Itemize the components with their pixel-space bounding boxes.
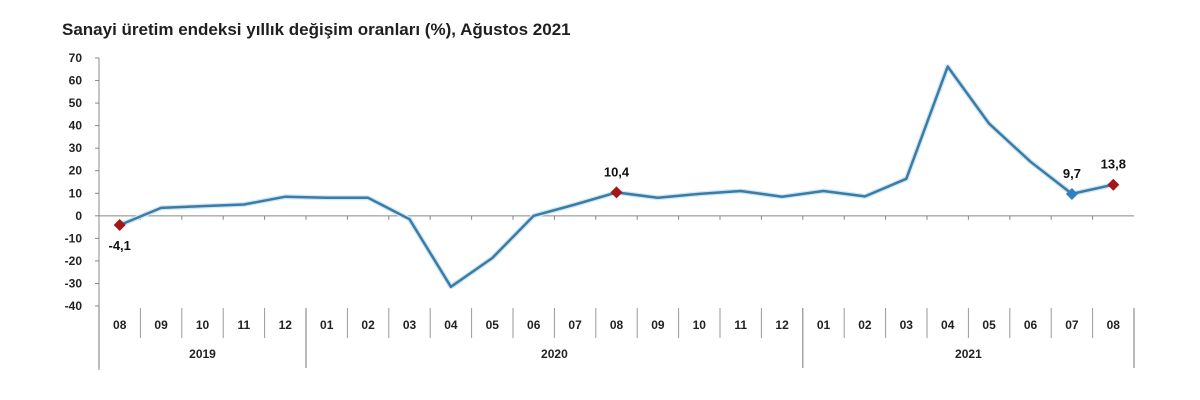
data-label: -4,1 — [108, 238, 130, 253]
y-tick-label: -10 — [65, 231, 83, 245]
data-label: 9,7 — [1063, 166, 1081, 181]
chart-title: Sanayi üretim endeksi yıllık değişim ora… — [62, 20, 571, 39]
x-tick-label: 03 — [403, 318, 417, 332]
diamond-marker-icon — [610, 186, 623, 199]
x-tick-label: 06 — [527, 318, 541, 332]
x-tick-label: 08 — [113, 318, 127, 332]
x-tick-label: 10 — [693, 318, 707, 332]
diamond-marker-icon — [1107, 178, 1120, 191]
x-tick-label: 11 — [238, 318, 251, 332]
y-tick-label: 70 — [69, 51, 83, 65]
x-tick-label: 05 — [486, 318, 500, 332]
x-tick-label: 12 — [775, 318, 789, 332]
y-tick-label: 30 — [69, 141, 83, 155]
x-tick-label: 01 — [320, 318, 334, 332]
x-tick-label: 06 — [1024, 318, 1038, 332]
x-tick-label: 07 — [568, 318, 582, 332]
x-tick-label: 05 — [982, 318, 996, 332]
x-tick-label: 01 — [817, 318, 831, 332]
x-tick-label: 10 — [196, 318, 210, 332]
data-label: 10,4 — [604, 164, 630, 179]
y-tick-label: -40 — [65, 299, 83, 313]
x-tick-label: 03 — [900, 318, 914, 332]
y-tick-label: 0 — [75, 209, 82, 223]
y-tick-label: 50 — [69, 96, 83, 110]
x-tick-label: 07 — [1065, 318, 1079, 332]
x-tick-label: 02 — [858, 318, 872, 332]
y-tick-label: 10 — [69, 186, 83, 200]
diamond-marker-icon — [113, 219, 126, 232]
year-label: 2020 — [541, 347, 568, 361]
y-tick-label: 20 — [69, 164, 83, 178]
y-tick-label: 40 — [69, 119, 83, 133]
y-tick-label: 60 — [69, 74, 83, 88]
data-label: 13,8 — [1101, 157, 1126, 172]
x-tick-label: 12 — [279, 318, 293, 332]
x-tick-label: 08 — [610, 318, 624, 332]
x-tick-label: 09 — [651, 318, 665, 332]
x-tick-label: 09 — [154, 318, 168, 332]
y-tick-label: -20 — [65, 254, 83, 268]
x-tick-label: 08 — [1107, 318, 1121, 332]
x-tick-label: 04 — [941, 318, 955, 332]
year-label: 2021 — [955, 347, 982, 361]
year-label: 2019 — [189, 347, 216, 361]
diamond-marker-icon — [1065, 187, 1078, 200]
y-tick-label: -30 — [65, 276, 83, 290]
x-tick-label: 02 — [361, 318, 375, 332]
x-tick-label: 11 — [734, 318, 747, 332]
x-tick-label: 04 — [444, 318, 458, 332]
